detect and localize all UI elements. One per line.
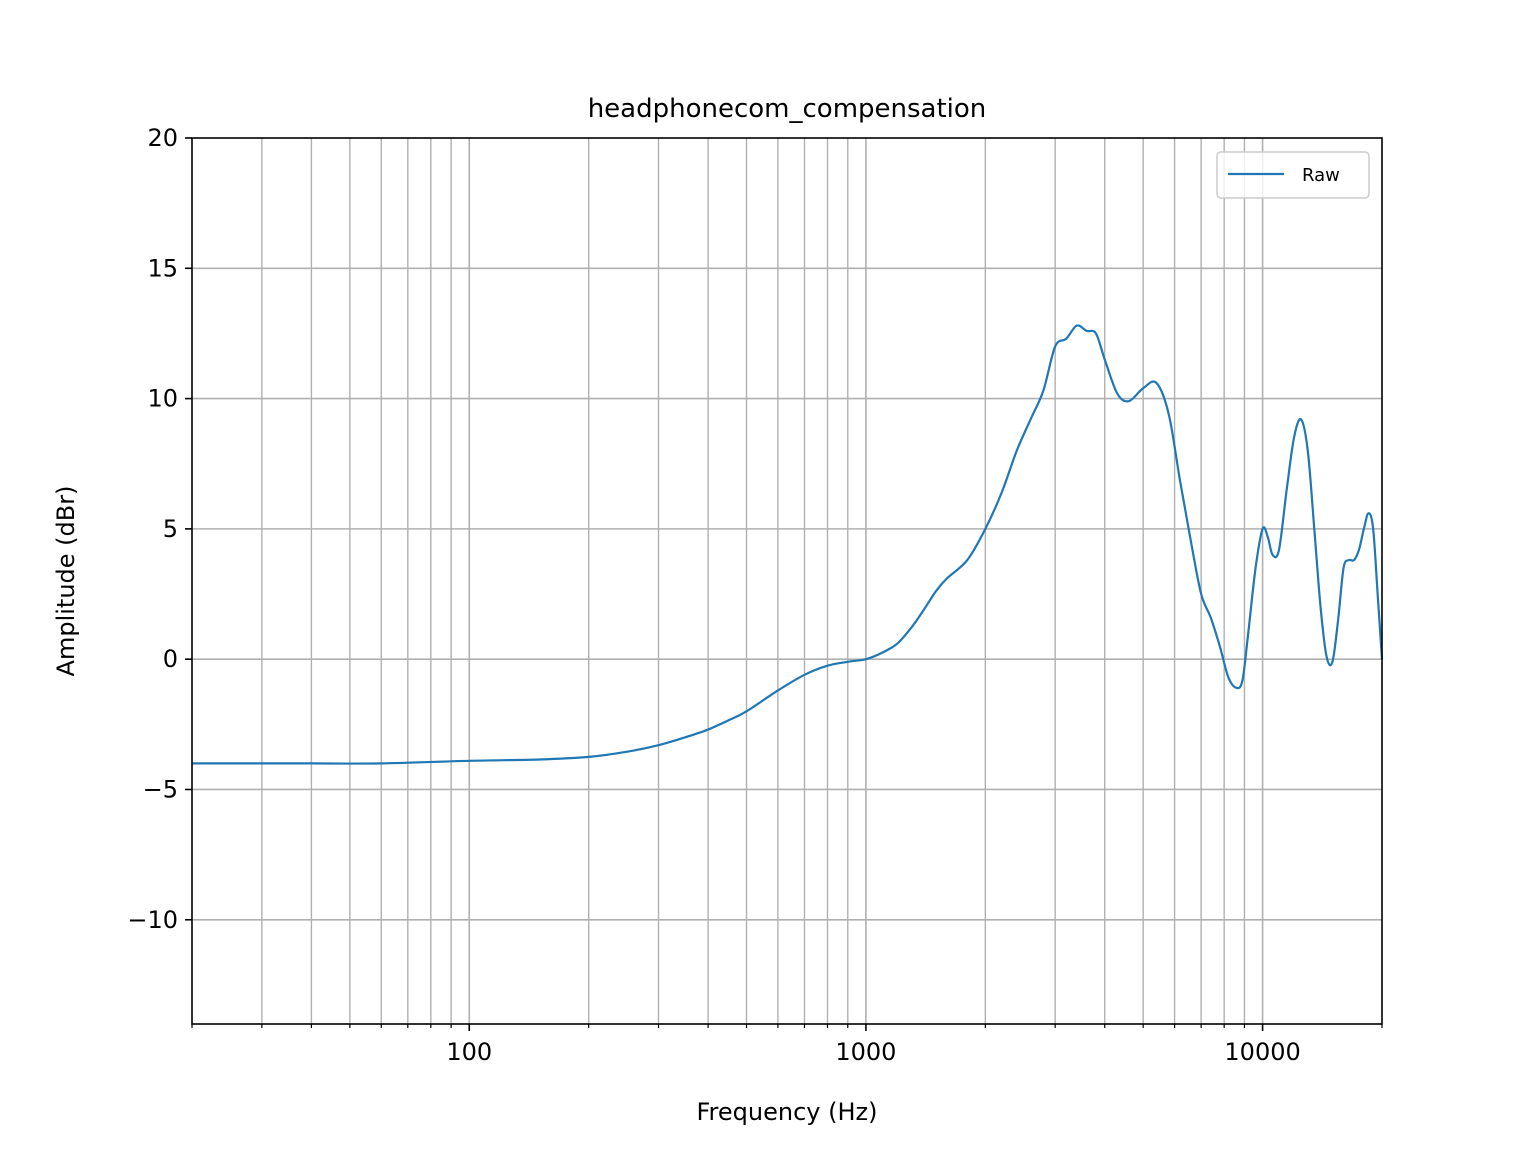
grid-lines — [192, 138, 1382, 1024]
y-tick-label: −5 — [143, 775, 178, 803]
legend-box — [1216, 151, 1370, 199]
y-tick-label: 15 — [147, 254, 178, 282]
y-axis-label: Amplitude (dBr) — [52, 486, 80, 677]
series-line-raw — [191, 324, 1384, 765]
y-tick-label: 0 — [163, 645, 178, 673]
chart-title: headphonecom_compensation — [588, 94, 987, 124]
y-tick-label: −10 — [127, 906, 178, 934]
y-tick-label: 5 — [163, 515, 178, 543]
legend: Raw — [1216, 151, 1370, 199]
y-tick-label: 10 — [147, 385, 178, 413]
x-tick-label: 100 — [446, 1038, 492, 1066]
axis-ticks: 100 1000 10000 −10 −5 0 5 10 15 20 — [127, 124, 1383, 1066]
x-axis-label: Frequency (Hz) — [697, 1098, 878, 1126]
legend-label-raw: Raw — [1302, 165, 1340, 186]
series-lines — [191, 324, 1384, 765]
x-tick-label: 10000 — [1224, 1038, 1300, 1066]
x-tick-label: 1000 — [835, 1038, 896, 1066]
y-tick-label: 20 — [147, 124, 178, 152]
axes-frame — [191, 137, 1383, 1025]
